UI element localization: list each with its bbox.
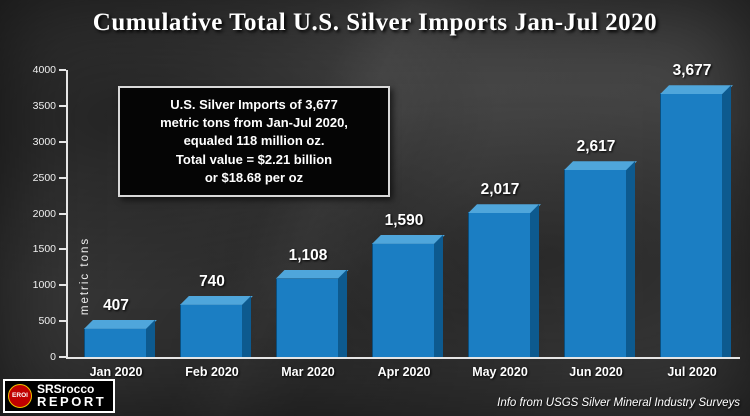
bar-top-face [468, 204, 541, 213]
y-tick-mark [59, 284, 66, 287]
bar-value-label: 407 [103, 296, 129, 314]
bar-value-label: 740 [199, 272, 225, 290]
annotation-line: equaled 118 million oz. [183, 133, 325, 149]
x-category-label: Mar 2020 [281, 365, 335, 379]
chart-title: Cumulative Total U.S. Silver Imports Jan… [92, 9, 658, 36]
bar-side-face [338, 269, 347, 357]
x-category-label: Feb 2020 [185, 365, 239, 379]
bar-jan-2020 [84, 319, 148, 357]
bar-slot: 1,590 Apr 2020 [356, 70, 452, 379]
bar-slot: 3,677 Jul 2020 [644, 62, 740, 379]
y-tick-label: 1000 [32, 279, 56, 292]
plot-area: metric tons 0 500 1000 1500 2000 2500 3000 3500… [33, 62, 740, 379]
y-tick-mark [59, 69, 66, 71]
bar-value-label: 1,590 [384, 211, 424, 229]
y-tick-mark [59, 320, 66, 323]
bar-value-label: 1,108 [288, 246, 328, 264]
bar-slot: 2,617 Jun 2020 [548, 70, 644, 379]
logo-text: SRSrocco REPORT [37, 383, 106, 409]
bar-side-face [434, 234, 443, 357]
bar-top-face [660, 85, 733, 94]
annotation-box: U.S. Silver Imports of 3,677 metric tons … [118, 86, 390, 197]
annotation-line: or $18.68 per oz [204, 169, 304, 185]
y-tick-mark [59, 356, 66, 358]
bar-feb-2020 [180, 295, 244, 357]
bar-slot: 740 Feb 2020 [164, 70, 260, 379]
y-tick-mark [59, 176, 66, 179]
bar-top-face [372, 235, 445, 244]
y-tick-mark [59, 212, 66, 215]
annotation-line: Total value = $2.21 billion [175, 151, 333, 167]
y-tick-label: 2500 [32, 171, 56, 184]
x-category-label: May 2020 [472, 365, 528, 379]
y-tick-label: 500 [38, 315, 56, 328]
y-tick-label: 2000 [32, 207, 56, 220]
bar-top-face [564, 161, 637, 170]
y-tick-mark [59, 248, 66, 251]
bar-top-face [276, 270, 349, 279]
y-tick-label: 3000 [32, 135, 56, 148]
bar-side-face [242, 295, 251, 357]
x-category-label: Jan 2020 [89, 365, 143, 379]
y-tick-mark [59, 140, 66, 143]
bar-top-face [84, 320, 157, 329]
bar-side-face [626, 161, 635, 357]
bar-may-2020 [468, 204, 532, 357]
bar-value-label: 3,677 [672, 62, 712, 80]
eroi-badge-icon: EROI [8, 383, 32, 408]
annotation-line: metric tons from Jan-Jul 2020, [160, 115, 348, 131]
logo-line2: REPORT [37, 394, 107, 410]
x-category-label: Jul 2020 [667, 365, 717, 379]
bar-value-label: 2,617 [576, 138, 616, 156]
bar-slot: 407 Jan 2020 [68, 70, 164, 379]
bar-jun-2020 [564, 161, 628, 357]
srsrocco-report-logo: EROI SRSrocco REPORT [3, 378, 116, 413]
bar-slot: 1,108 Mar 2020 [260, 70, 356, 379]
y-tick-mark [59, 104, 66, 107]
bar-apr-2020 [372, 234, 436, 357]
x-category-label: Apr 2020 [377, 365, 431, 379]
y-tick-label: 4000 [32, 64, 56, 76]
bar-jul-2020 [660, 85, 724, 357]
bar-mar-2020 [276, 269, 340, 357]
logo-line1: SRSrocco [37, 381, 95, 396]
bar-top-face [180, 296, 253, 305]
bar-slot: 2,017 May 2020 [452, 70, 548, 379]
bar-value-label: 2,017 [480, 181, 520, 199]
x-category-label: Jun 2020 [569, 365, 623, 379]
y-tick-label: 3500 [32, 99, 56, 112]
bar-side-face [146, 319, 155, 357]
source-note: Info from USGS Silver Mineral Industry S… [497, 397, 740, 409]
bar-side-face [530, 204, 539, 357]
y-tick-label: 1500 [32, 243, 56, 256]
bar-side-face [722, 85, 731, 357]
y-tick-label: 0 [50, 351, 56, 363]
annotation-line: U.S. Silver Imports of 3,677 [170, 97, 338, 112]
